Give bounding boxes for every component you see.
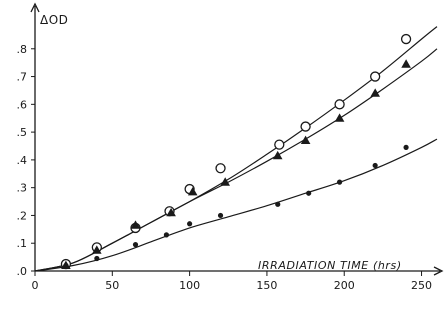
x-tick-label: 50 (105, 279, 119, 292)
filled-triangle-point (370, 88, 380, 97)
filled-triangle-point (334, 113, 345, 122)
x-tick-label: 250 (411, 279, 432, 292)
y-tick-label: .0 (17, 265, 28, 278)
filled-triangle-point (92, 245, 102, 254)
filled-triangle-point (130, 220, 141, 229)
y-tick-label: .8 (17, 43, 28, 56)
open-circle-point (274, 139, 285, 150)
fit-curves (34, 26, 438, 272)
x-axis-title: IRRADIATION TIME (hrs) (258, 259, 402, 272)
ticks: 0 50 100 150 200 250 .0 .1 .2 .3 .4 .5 .6 .7 .8 (17, 43, 433, 292)
filled-triangle-point (166, 207, 176, 217)
filled-circle-point (403, 144, 409, 150)
axes (30, 2, 444, 276)
y-tick-label: .2 (17, 209, 28, 222)
y-tick-label: .1 (17, 237, 28, 250)
y-tick-label: .6 (17, 98, 28, 111)
filled-triangle-point (272, 150, 283, 160)
filled-circle-point (132, 242, 139, 248)
filled-circle-point (372, 162, 378, 169)
filled-triangle-point (220, 177, 230, 186)
x-tick-label: 200 (334, 279, 355, 292)
x-tick-label: 100 (179, 279, 200, 292)
filled-circle-point (336, 179, 343, 185)
open-circle-point (215, 163, 226, 174)
filled-triangle-point (187, 187, 198, 196)
filled-circle-point (63, 262, 69, 269)
open-circle-point (370, 71, 381, 82)
filled-circle-point (306, 190, 312, 196)
filled-circle-point (94, 255, 100, 262)
y-axis-title: ΔOD (40, 13, 68, 27)
filled-circle-point (187, 221, 193, 227)
fit-curve-filled-triangle (34, 48, 438, 272)
filled-circle-point (163, 232, 170, 238)
fit-curve-filled-circle (34, 138, 438, 272)
y-tick-label: .7 (17, 71, 28, 84)
filled-circle-point (217, 212, 224, 219)
filled-triangle-point (401, 59, 411, 68)
open-circle-point (300, 121, 311, 132)
y-tick-label: .5 (17, 126, 28, 139)
open-circle-point (400, 33, 412, 45)
y-tick-label: .3 (17, 182, 28, 195)
filled-circle-point (275, 201, 281, 207)
data-markers (60, 33, 412, 270)
open-circle-point (334, 99, 345, 110)
y-axis-arrow (30, 2, 40, 13)
x-axis-arrow (433, 266, 444, 276)
x-tick-label: 150 (256, 279, 277, 292)
y-tick-label: .4 (17, 154, 28, 167)
x-tick-label: 0 (32, 279, 39, 292)
fit-curve-open-circle (34, 26, 438, 272)
filled-triangle-point (300, 135, 311, 144)
